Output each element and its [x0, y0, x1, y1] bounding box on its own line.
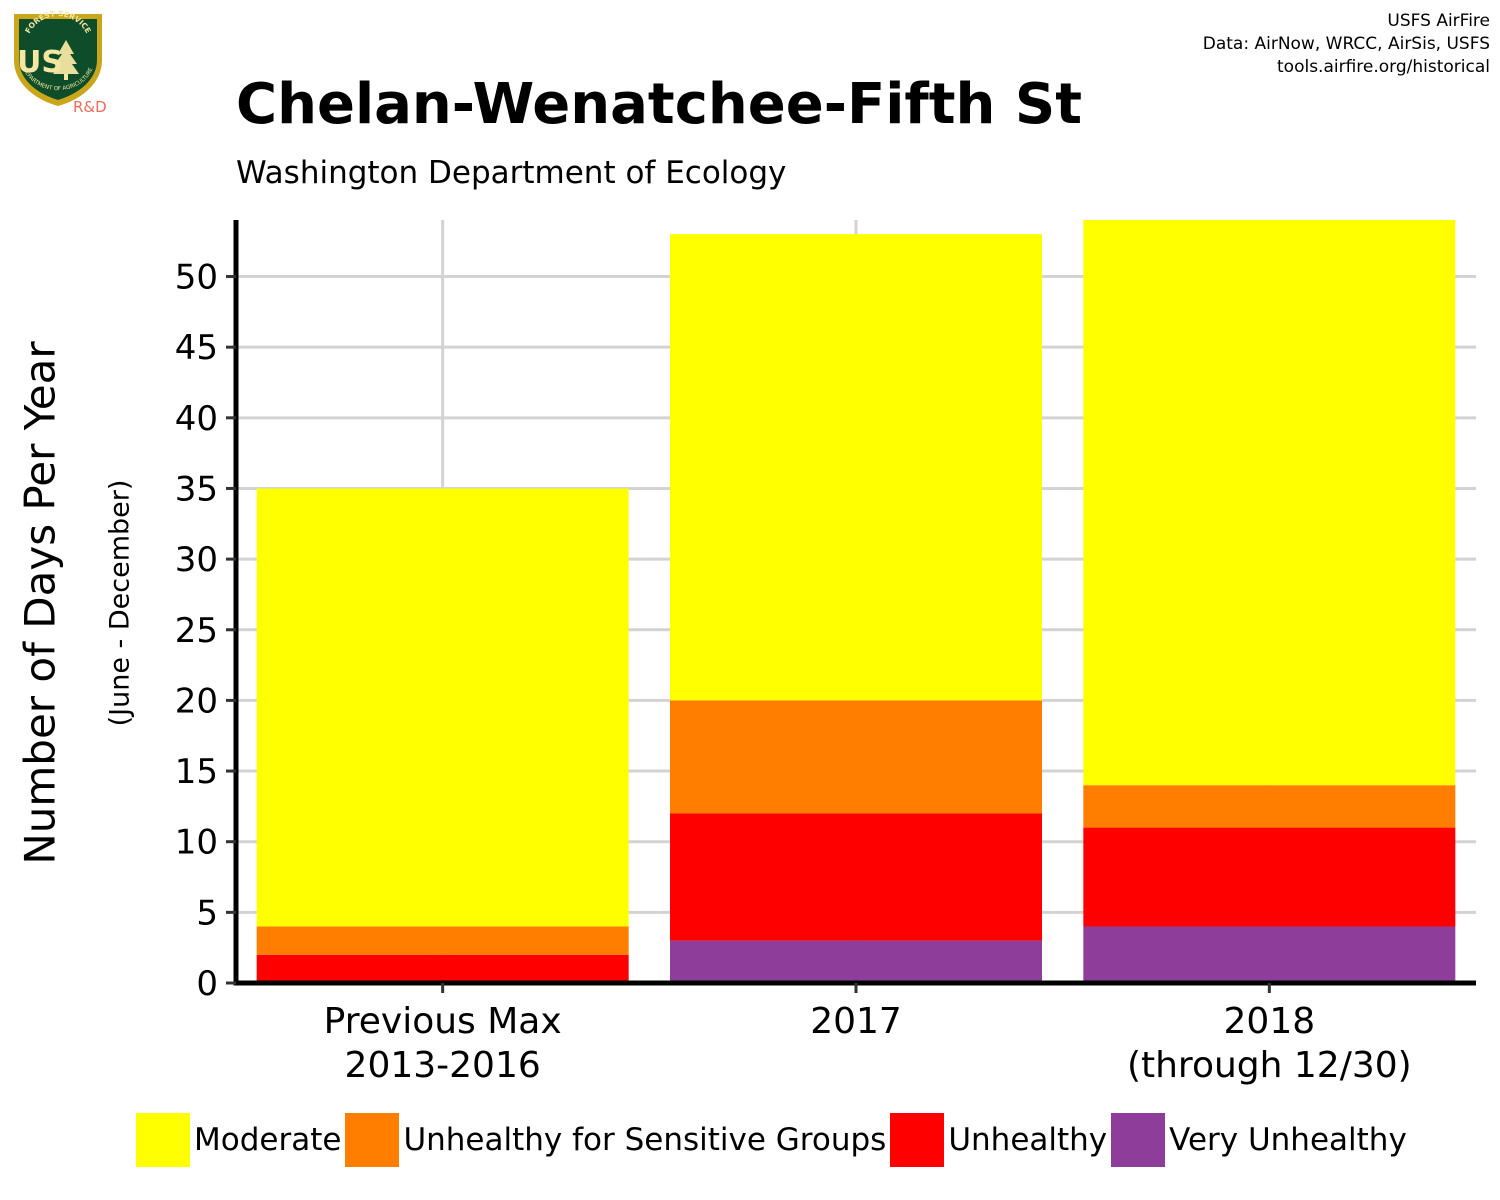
bar-segment — [1083, 926, 1456, 983]
legend-item: Moderate — [136, 1113, 341, 1167]
legend-label: Unhealthy for Sensitive Groups — [403, 1122, 887, 1158]
bar-segment — [1083, 827, 1456, 927]
bar-segment — [670, 700, 1042, 814]
bar-segment — [670, 940, 1042, 983]
legend-swatch — [890, 1113, 945, 1167]
chart-legend: Moderate Unhealthy for Sensitive Groups Un… — [136, 1112, 1411, 1168]
y-tick-label: 50 — [175, 258, 218, 298]
y-tick-label: 25 — [175, 611, 218, 651]
legend-item: Very Unhealthy — [1111, 1113, 1407, 1167]
legend-label: Unhealthy — [948, 1122, 1108, 1158]
credit-line: tools.airfire.org/historical — [1277, 57, 1490, 77]
legend-swatch — [1111, 1113, 1166, 1167]
legend-label: Moderate — [194, 1122, 342, 1158]
y-tick-label: 40 — [175, 399, 218, 439]
legend-label: Very Unhealthy — [1169, 1122, 1407, 1158]
credit-line: Data: AirNow, WRCC, AirSis, USFS — [1202, 34, 1490, 54]
bar-segment — [670, 813, 1042, 941]
y-tick-label: 5 — [196, 893, 218, 933]
y-tick-label: 20 — [175, 681, 218, 721]
chart-title: Chelan-Wenatchee-Fifth St — [236, 72, 1083, 137]
bar-segment — [256, 954, 629, 983]
bar-segment — [1083, 785, 1456, 828]
legend-item: Unhealthy — [890, 1113, 1107, 1167]
bar-segment — [256, 926, 629, 955]
x-tick-label: 2017 — [810, 1001, 902, 1042]
data-credits: USFS AirFire Data: AirNow, WRCC, AirSis,… — [1203, 10, 1490, 79]
legend-item: Unhealthy for Sensitive Groups — [345, 1113, 886, 1167]
legend-swatch — [136, 1113, 190, 1167]
logo-text-main: US — [17, 45, 63, 80]
usfs-shield-icon: FOREST SERVICE US DEPARTMENT OF AGRICULT… — [8, 8, 108, 112]
y-tick-label: 30 — [175, 540, 218, 580]
bar-segment — [670, 234, 1042, 701]
legend-swatch — [345, 1113, 400, 1167]
x-tick-label: (through 12/30) — [1127, 1045, 1412, 1086]
x-tick-label: 2013-2016 — [345, 1045, 541, 1086]
y-tick-label: 15 — [175, 752, 218, 792]
bar-segment — [1083, 220, 1456, 786]
y-tick-label: 35 — [175, 469, 218, 509]
credit-line: USFS AirFire — [1387, 11, 1490, 31]
chart-subtitle: Washington Department of Ecology — [236, 155, 787, 191]
rnd-badge: R&D — [73, 98, 107, 116]
y-tick-label: 45 — [175, 328, 218, 368]
x-tick-label: 2018 — [1224, 1001, 1316, 1042]
y-tick-label: 0 — [196, 964, 218, 1004]
bar-segment — [256, 488, 629, 927]
x-tick-label: Previous Max — [324, 1001, 562, 1042]
y-tick-label: 10 — [175, 823, 218, 863]
